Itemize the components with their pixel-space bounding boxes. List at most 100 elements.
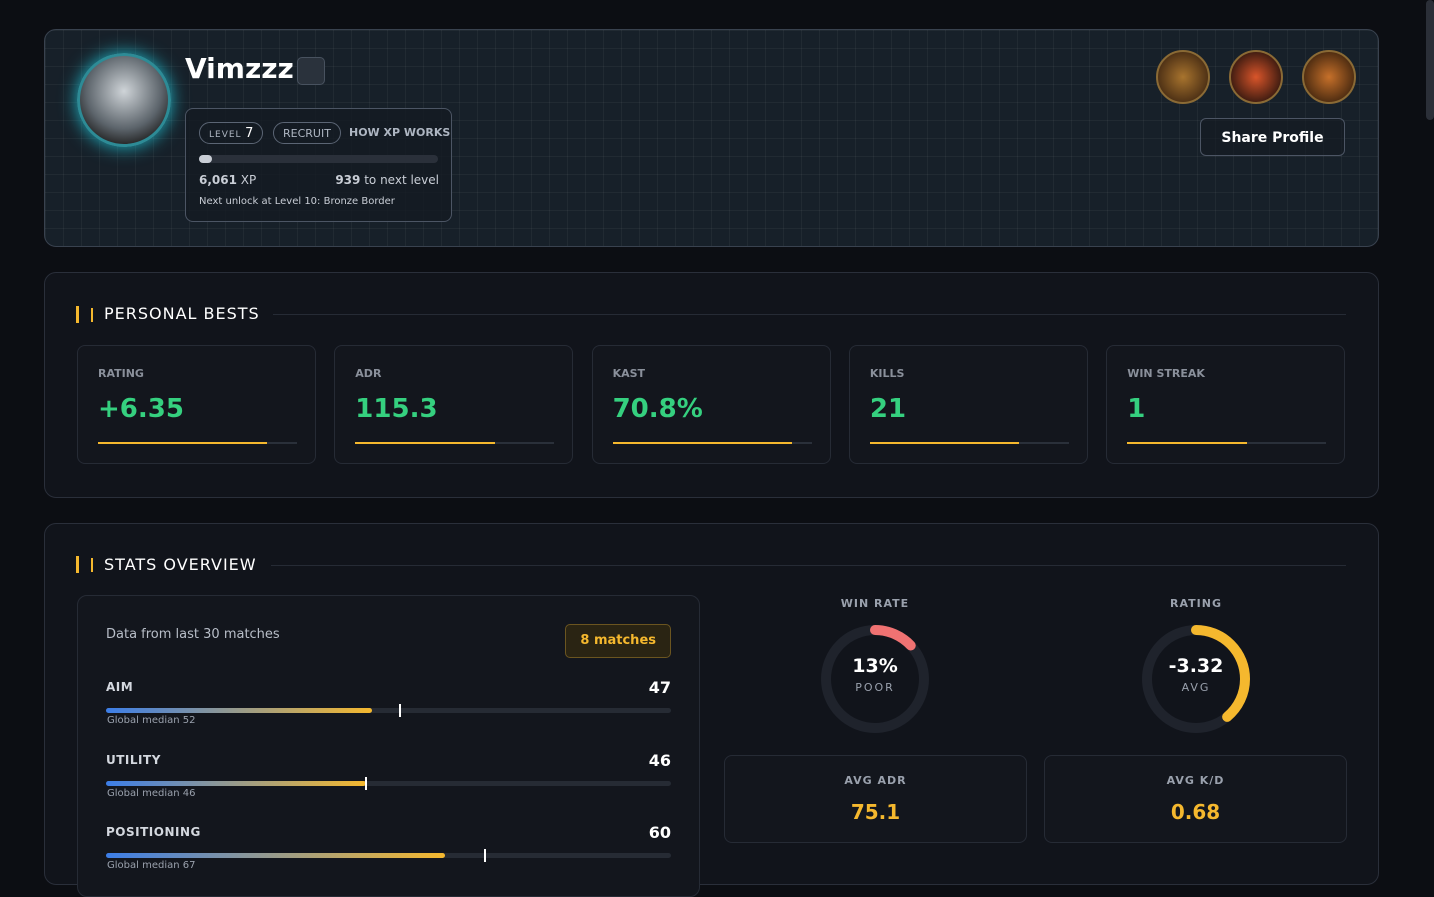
- median-label: Global median: [107, 715, 180, 726]
- profile-header: Vimzzz LEVEL 7 RECRUIT HOW XP WORKS 6,06…: [44, 29, 1379, 247]
- median-marker: [483, 849, 486, 862]
- accent: [76, 556, 79, 573]
- share-button[interactable]: Share Profile: [1200, 118, 1345, 156]
- rating-grade: AVG: [1181, 681, 1211, 694]
- win-rate-grade: POOR: [855, 681, 895, 694]
- best-value: 21: [869, 394, 907, 424]
- avg-adr-label: AVG ADR: [844, 774, 907, 787]
- accent: [91, 558, 93, 572]
- section-title: STATS OVERVIEW: [104, 555, 257, 574]
- page: Profile {"profile": {"name": "Vimzzz", "…: [44, 0, 1434, 897]
- best-card: WIN STREAK 1: [1106, 345, 1346, 464]
- best-label: KILLS: [869, 367, 905, 380]
- rating-label: RATING: [1170, 597, 1222, 610]
- badge[interactable]: [1229, 50, 1283, 104]
- xp-track: [199, 155, 438, 163]
- xp-panel: LEVEL 7 RECRUIT HOW XP WORKS 6,061 XP 93…: [185, 108, 452, 222]
- body: Vimzzz LEVEL 7 RECRUIT HOW XP WORKS 6,06…: [44, 0, 1434, 897]
- level-pill: LEVEL 7: [199, 122, 264, 144]
- avg-adr-box: AVG ADR 75.1: [724, 755, 1027, 843]
- best-value: 70.8%: [612, 394, 703, 424]
- rank-pill: RECRUIT: [273, 122, 341, 144]
- best-fill: [869, 442, 1020, 444]
- player-name: Vimzzz: [185, 52, 294, 85]
- accent: [91, 308, 93, 322]
- best-label: WIN STREAK: [1127, 367, 1205, 380]
- win-rate-label: WIN RATE: [840, 597, 910, 610]
- xp: 6,061: [199, 173, 237, 187]
- best-fill: [98, 442, 268, 444]
- skill-value: 47: [648, 678, 671, 697]
- skill-bar: [106, 708, 372, 713]
- note: Data from last 30 matches: [106, 627, 280, 642]
- level-label: LEVEL: [209, 130, 242, 140]
- avg-kd-box: AVG K/D 0.68: [1044, 755, 1347, 843]
- best-track: [98, 442, 297, 444]
- skill-name: UTILITY: [106, 752, 161, 767]
- badge[interactable]: [1156, 50, 1210, 104]
- median-value: 52: [182, 715, 196, 726]
- xp-unit: XP: [240, 173, 257, 187]
- skills-panel: Data from last 30 matches 8 matches AIM 4…: [77, 595, 700, 897]
- skill-value: 46: [648, 750, 671, 770]
- best-fill: [355, 442, 495, 444]
- personal-bests: PERSONAL BESTS RATING +6.35 ADR 115.3 KAST 70…: [44, 272, 1379, 498]
- divider: [273, 314, 1346, 315]
- best-track: [1127, 442, 1327, 444]
- skill-value: 60: [648, 823, 671, 842]
- median-text: Global median 67: [107, 860, 196, 871]
- best-card: KILLS 21: [848, 345, 1088, 464]
- best-card: KAST 70.8%: [591, 345, 831, 464]
- median-value: 67: [182, 860, 196, 871]
- median-text: Global median 52: [107, 715, 196, 726]
- best-fill: [1127, 442, 1247, 444]
- skill-name: POSITIONING: [106, 825, 201, 839]
- rating: -3.32: [1168, 655, 1224, 677]
- best-label: KAST: [612, 367, 646, 380]
- skill-track: [106, 704, 671, 717]
- skill-track: [106, 849, 671, 862]
- best-value: 1: [1127, 394, 1146, 424]
- skill-bar: [106, 780, 366, 786]
- accent: [76, 306, 79, 323]
- win-rate: 13%: [852, 655, 898, 677]
- rating-gauge: [1142, 625, 1250, 733]
- badge[interactable]: [1302, 50, 1356, 104]
- avatar: [77, 53, 171, 147]
- xp-fill: [199, 155, 212, 163]
- best-label: ADR: [355, 367, 382, 380]
- best-card: RATING +6.35: [77, 345, 316, 464]
- steam-link[interactable]: [297, 57, 325, 85]
- median-label: Global median: [107, 787, 180, 799]
- section-title: PERSONAL BESTS: [104, 304, 260, 323]
- avg-adr: 75.1: [850, 800, 901, 824]
- level: 7: [245, 126, 254, 141]
- median-value: 46: [182, 787, 196, 799]
- divider: [271, 565, 1346, 566]
- gauge-arc: [1142, 625, 1250, 733]
- best-track: [869, 442, 1069, 444]
- median-marker: [398, 704, 401, 717]
- best-value: +6.35: [98, 394, 184, 424]
- stats-overview: STATS OVERVIEW Data from last 30 matches…: [44, 523, 1379, 897]
- median-marker: [364, 776, 367, 790]
- median-text: Global median 46: [107, 788, 196, 799]
- avg-kd: 0.68: [1170, 800, 1221, 824]
- matches-badge: 8 matches: [565, 624, 671, 658]
- avg-kd-label: AVG K/D: [1166, 774, 1225, 787]
- best-value: 115.3: [355, 394, 438, 424]
- to-next-label: to next level: [364, 173, 439, 187]
- to-next: 939: [335, 173, 361, 187]
- best-fill: [612, 442, 792, 444]
- best-card: ADR 115.3: [334, 345, 574, 464]
- xp-link[interactable]: HOW XP WORKS: [349, 126, 451, 139]
- skill-name: AIM: [106, 680, 134, 694]
- best-track: [612, 442, 812, 444]
- skill-bar: [106, 853, 445, 858]
- best-label: RATING: [98, 367, 144, 380]
- next-unlock: Next unlock at Level 10: Bronze Border: [199, 196, 395, 207]
- gauge-arc: [821, 625, 929, 733]
- scrollbar[interactable]: [1426, 0, 1434, 120]
- win-rate-gauge: [821, 625, 929, 733]
- skill-track: [106, 776, 671, 790]
